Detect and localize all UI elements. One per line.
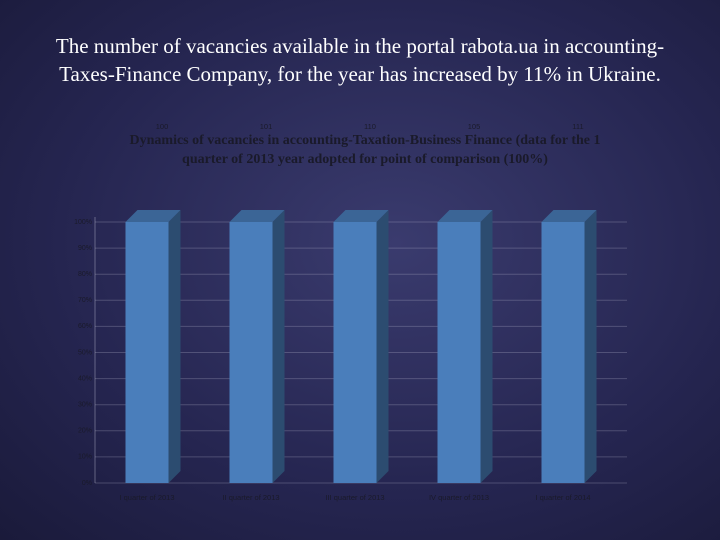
y-tick-label: 40% xyxy=(78,375,92,382)
chart-title: Dynamics of vacancies in accounting-Taxa… xyxy=(129,133,601,167)
y-tick-label: 20% xyxy=(78,428,92,435)
x-tick-label: I quarter of 2014 xyxy=(535,493,590,502)
bar xyxy=(437,222,481,483)
bar-side xyxy=(272,210,285,483)
y-tick-label: 60% xyxy=(78,323,92,330)
y-tick-label: 100% xyxy=(74,219,92,226)
data-label: 105 xyxy=(468,122,481,131)
y-tick-label: 30% xyxy=(78,402,92,409)
bar-side xyxy=(480,210,493,483)
bar xyxy=(333,222,377,483)
bar-top xyxy=(229,210,285,222)
y-tick-label: 80% xyxy=(78,271,92,278)
bar-side xyxy=(376,210,389,483)
bar xyxy=(541,222,585,483)
x-tick-label: III quarter of 2013 xyxy=(325,493,384,502)
bar-top xyxy=(437,210,493,222)
y-tick-label: 70% xyxy=(78,297,92,304)
x-tick-label: IV quarter of 2013 xyxy=(429,493,489,502)
bar-top xyxy=(333,210,389,222)
bar-top xyxy=(541,210,597,222)
data-label: 110 xyxy=(364,122,376,131)
bar-side xyxy=(168,210,181,483)
slide-title: The number of vacancies available in the… xyxy=(55,34,665,86)
bar-side xyxy=(584,210,597,483)
data-label: 101 xyxy=(260,122,273,131)
bar xyxy=(125,222,169,483)
bar-top xyxy=(125,210,181,222)
y-tick-label: 90% xyxy=(78,245,92,252)
y-tick-label: 0% xyxy=(82,480,92,487)
y-tick-label: 50% xyxy=(78,349,92,356)
x-tick-label: I quarter of 2013 xyxy=(119,493,174,502)
x-tick-label: II quarter of 2013 xyxy=(222,493,279,502)
data-label: 111 xyxy=(572,122,583,131)
bar xyxy=(229,222,273,483)
y-tick-label: 10% xyxy=(78,454,92,461)
data-label: 100 xyxy=(156,122,169,131)
